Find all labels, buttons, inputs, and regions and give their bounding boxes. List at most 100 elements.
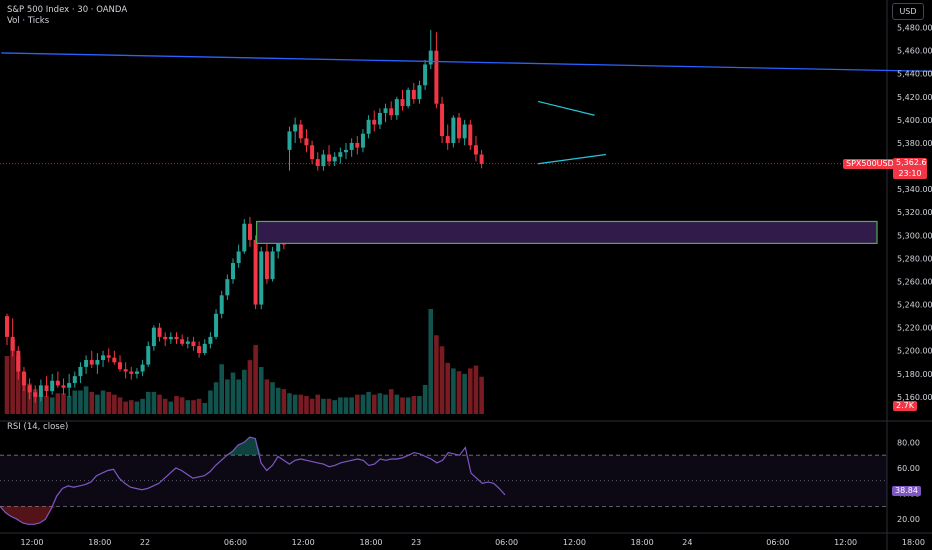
time-tick-label: 06:00 [495,538,518,547]
volume-bar [439,346,445,414]
candle [146,346,151,365]
candle [468,124,473,146]
volume-bar [123,401,128,414]
chart-title: S&P 500 Index · 30 · OANDA [7,5,128,15]
volume-bar [225,379,230,414]
volume-bar [321,398,326,414]
price-tick-label: 5,380.00 [897,139,932,148]
volume-bar [264,379,270,414]
candle [445,136,450,143]
volume-bar [112,394,117,414]
candle [236,251,241,264]
volume-bar [89,391,95,414]
price-tick-label: 5,320.00 [897,208,932,217]
currency-button[interactable]: USD [892,3,924,20]
time-tick-label: 06:00 [224,538,247,547]
price-tick-label: 5,460.00 [897,47,932,56]
candle [168,336,173,340]
last-price-value: 5,362.6 [896,158,927,167]
candle [197,346,202,354]
candle [383,108,388,113]
price-candles [5,29,484,403]
time-tick-label: 18:00 [88,538,111,547]
candle [372,119,377,125]
candle [16,350,21,372]
candle [72,376,77,384]
volume-bar [145,391,151,414]
time-tick-label: 12:00 [20,538,43,547]
volume-bar [417,396,422,414]
volume-bar [66,396,72,414]
candle [440,103,445,137]
chart-drawings [0,52,932,244]
volume-bar [162,398,168,414]
candle [84,359,89,367]
last-volume-tag: 2.7K [893,401,917,411]
volume-bar [21,372,27,414]
volume-bar [343,397,349,414]
volume-bar [422,384,428,414]
price-tick-label: 5,400.00 [897,116,932,125]
candle [310,145,315,160]
candle [134,371,139,374]
candle [479,154,484,164]
price-tick-label: 5,260.00 [897,277,932,286]
candle [423,64,428,86]
price-tick-label: 5,440.00 [897,70,932,79]
candle [355,142,360,148]
price-tick-label: 5,480.00 [897,24,932,33]
time-tick-label: 18:00 [631,538,654,547]
candle [321,154,326,167]
candle [118,362,122,370]
wedge-upper-line[interactable] [537,100,595,116]
price-tick-label: 5,420.00 [897,93,932,102]
volume-bar [179,397,185,414]
candle [214,313,219,337]
candle [231,263,235,280]
volume-legend: Vol · Ticks [7,16,50,26]
volume-bar [134,401,140,414]
candle [106,355,111,358]
rsi-tick-label: 20.00 [897,515,920,524]
price-tick-label: 5,280.00 [897,254,932,263]
volume-bar [117,397,123,414]
volume-bar [129,400,134,414]
volume-bar [434,335,439,414]
candle [344,149,348,153]
candle [366,119,371,134]
volume-bar [400,397,405,414]
volume-bar [287,393,292,414]
volume-bar [479,376,484,414]
volume-bar [38,394,44,414]
candle [202,343,207,354]
price-tick-label: 5,340.00 [897,185,932,194]
candle [338,152,343,157]
volume-bar [236,379,241,414]
wedge-lower-line[interactable] [538,153,606,165]
volume-bar [44,396,49,414]
candle [327,154,332,162]
volume-bar [315,394,321,414]
candle [55,380,60,386]
candle [462,124,467,139]
candle [242,223,247,252]
candle [112,357,117,363]
candle [270,251,275,280]
candle [208,336,213,344]
candle [219,295,224,314]
volume-bar [202,402,208,414]
volume-bar [55,393,61,414]
last-rsi-tag: 38.84 [892,486,921,496]
time-tick-label: 12:00 [292,538,315,547]
candle [276,242,281,252]
volume-bar [4,355,10,414]
candle [259,251,264,305]
trendline[interactable] [1,52,932,74]
supply-demand-zone[interactable] [256,220,878,244]
volume-bar [292,394,298,414]
candle [247,223,252,240]
candle [287,131,292,150]
volume-bar [72,390,78,414]
volume-bar [213,382,219,414]
